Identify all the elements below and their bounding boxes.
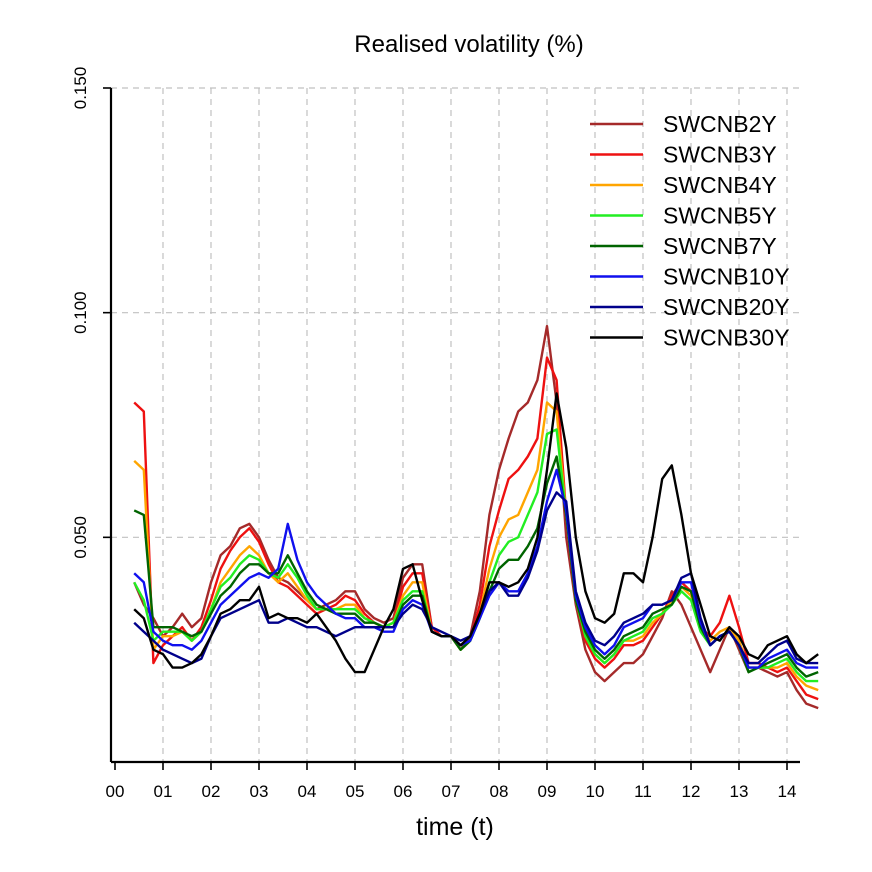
y-tick-label-2: 0.150 <box>71 67 90 110</box>
series-line-swcnb30y <box>133 392 819 674</box>
x-tick-label-3: 03 <box>250 782 269 801</box>
x-tick-label-2: 02 <box>202 782 221 801</box>
x-tick-label-5: 05 <box>346 782 365 801</box>
y-tick-label-0: 0.050 <box>71 516 90 559</box>
legend-label-swcnb3y: SWCNB3Y <box>663 142 777 168</box>
series-line-swcnb2y <box>133 324 819 710</box>
x-tick-label-13: 13 <box>730 782 749 801</box>
x-tick-label-6: 06 <box>394 782 413 801</box>
y-tick-label-1: 0.100 <box>71 291 90 334</box>
series-line-swcnb4y <box>133 401 819 692</box>
x-tick-label-4: 04 <box>298 782 317 801</box>
y-axis-ticks: 0.050 0.100 0.150 <box>71 67 111 559</box>
x-tick-label-9: 09 <box>538 782 557 801</box>
series-line-swcnb5y <box>133 428 819 683</box>
legend-label-swcnb7y: SWCNB7Y <box>663 233 777 259</box>
series-lines <box>133 324 819 710</box>
x-tick-label-12: 12 <box>682 782 701 801</box>
legend-label-swcnb10y: SWCNB10Y <box>663 264 790 290</box>
legend-label-swcnb2y: SWCNB2Y <box>663 111 777 137</box>
chart-title: Realised volatility (%) <box>354 31 583 58</box>
x-tick-label-10: 10 <box>586 782 605 801</box>
x-tick-label-0: 00 <box>106 782 125 801</box>
x-tick-label-8: 08 <box>490 782 509 801</box>
x-tick-label-7: 07 <box>442 782 461 801</box>
legend-label-swcnb4y: SWCNB4Y <box>663 172 777 198</box>
series-line-swcnb10y <box>133 468 819 669</box>
x-tick-label-14: 14 <box>778 782 797 801</box>
legend-label-swcnb30y: SWCNB30Y <box>663 325 790 351</box>
legend-label-swcnb5y: SWCNB5Y <box>663 203 777 229</box>
legend-label-swcnb20y: SWCNB20Y <box>663 294 790 320</box>
x-axis-ticks: 00 01 02 03 04 05 06 07 08 09 10 11 12 13 14 <box>106 762 797 801</box>
x-tick-label-11: 11 <box>634 782 652 801</box>
legend: SWCNB2Y SWCNB3Y SWCNB4Y SWCNB5Y SWCNB7Y SWCNB… <box>590 111 790 351</box>
axes <box>109 88 800 764</box>
series-line-swcnb3y <box>133 356 819 701</box>
x-axis-label: time (t) <box>416 813 494 841</box>
x-tick-label-1: 01 <box>154 782 173 801</box>
